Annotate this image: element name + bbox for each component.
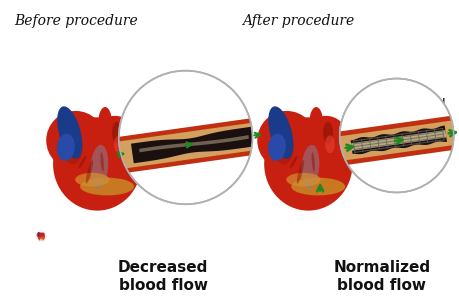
Ellipse shape	[100, 152, 104, 172]
Ellipse shape	[98, 107, 112, 138]
Ellipse shape	[57, 134, 74, 161]
Ellipse shape	[38, 232, 39, 236]
Ellipse shape	[285, 173, 320, 187]
Ellipse shape	[85, 160, 93, 184]
Polygon shape	[116, 122, 264, 169]
Ellipse shape	[268, 134, 285, 161]
Ellipse shape	[311, 152, 314, 172]
Text: Decreased
blood flow: Decreased blood flow	[118, 260, 208, 292]
Circle shape	[257, 111, 315, 170]
Polygon shape	[131, 126, 257, 163]
Ellipse shape	[289, 156, 297, 168]
Circle shape	[37, 232, 42, 237]
Circle shape	[304, 116, 347, 159]
Ellipse shape	[112, 122, 122, 143]
Polygon shape	[139, 135, 248, 152]
Ellipse shape	[274, 130, 293, 164]
Circle shape	[118, 71, 252, 204]
Text: Normalized
blood flow: Normalized blood flow	[333, 260, 430, 292]
Polygon shape	[334, 119, 459, 161]
Ellipse shape	[322, 122, 332, 143]
Polygon shape	[334, 115, 459, 166]
Ellipse shape	[308, 107, 322, 138]
Polygon shape	[115, 117, 265, 174]
Circle shape	[93, 116, 136, 159]
Text: Stent placed: Stent placed	[357, 98, 444, 112]
Ellipse shape	[63, 130, 82, 164]
Polygon shape	[350, 130, 445, 151]
Ellipse shape	[268, 106, 293, 159]
Circle shape	[41, 232, 45, 236]
Ellipse shape	[78, 156, 86, 168]
Circle shape	[339, 79, 453, 192]
Ellipse shape	[291, 178, 344, 195]
Ellipse shape	[75, 173, 109, 187]
Ellipse shape	[296, 160, 303, 184]
Ellipse shape	[57, 106, 82, 159]
Circle shape	[46, 111, 105, 170]
Ellipse shape	[301, 145, 319, 189]
Polygon shape	[350, 126, 446, 154]
Ellipse shape	[90, 145, 108, 189]
Ellipse shape	[38, 233, 45, 241]
Ellipse shape	[263, 117, 352, 211]
Ellipse shape	[114, 136, 123, 153]
Ellipse shape	[80, 178, 134, 195]
Ellipse shape	[53, 117, 141, 211]
Ellipse shape	[39, 237, 44, 239]
Text: Blockage: Blockage	[165, 96, 229, 110]
Ellipse shape	[325, 136, 334, 153]
Text: Before procedure: Before procedure	[14, 14, 137, 28]
Text: After procedure: After procedure	[241, 14, 353, 28]
